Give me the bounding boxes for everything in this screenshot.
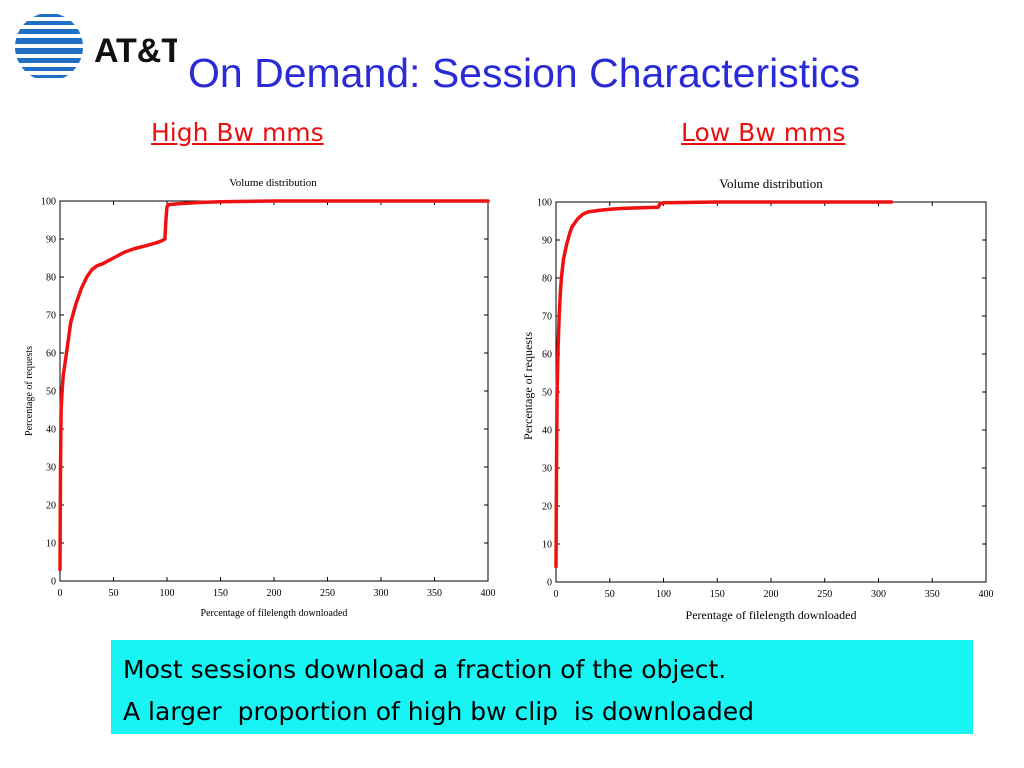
x-tick-label: 300	[374, 588, 389, 599]
x-tick-label: 350	[427, 588, 442, 599]
att-logo: AT&T	[15, 13, 177, 81]
chart-high-bw: Volume distribution 0 50 100 150 200 250 300 35…	[24, 177, 496, 619]
y-tick-label: 100	[537, 198, 552, 209]
x-tick-label: 250	[817, 589, 832, 600]
y-tick-label: 60	[46, 349, 56, 360]
x-tick-label: 200	[764, 589, 779, 600]
y-tick-label: 50	[542, 388, 552, 399]
y-tick-label: 40	[542, 426, 552, 437]
y-tick-label: 10	[542, 540, 552, 551]
y-axis-label: Percentage of requests	[521, 332, 535, 440]
x-tick-label: 100	[656, 589, 671, 600]
logo-text: AT&T	[94, 32, 177, 70]
chart-title: Volume distribution	[719, 176, 823, 191]
y-tick-label: 100	[41, 197, 56, 208]
y-tick-label: 90	[46, 235, 56, 246]
chart-subtitle-low-bw: Low Bw mms	[681, 118, 846, 147]
x-tick-label: 400	[481, 588, 496, 599]
y-tick-label: 80	[542, 274, 552, 285]
summary-note: Most sessions download a fraction of the…	[111, 640, 973, 734]
x-tick-label: 400	[979, 589, 994, 600]
x-tick-label: 250	[320, 588, 335, 599]
y-tick-label: 20	[542, 502, 552, 513]
x-tick-label: 0	[58, 588, 63, 599]
x-tick-label: 350	[925, 589, 940, 600]
summary-line-1: Most sessions download a fraction of the…	[123, 655, 727, 684]
chart-low-bw: Volume distribution 0 50 100 150 200 250 300 35…	[521, 176, 994, 622]
y-tick-label: 80	[46, 273, 56, 284]
y-tick-label: 30	[542, 464, 552, 475]
x-axis-label: Perentage of filelength downloaded	[686, 608, 857, 622]
y-axis-label: Percentage of requests	[24, 346, 35, 436]
x-tick-label: 100	[160, 588, 175, 599]
x-tick-label: 150	[710, 589, 725, 600]
plot-frame	[555, 201, 987, 583]
y-tick-label: 60	[542, 350, 552, 361]
x-tick-label: 150	[213, 588, 228, 599]
y-tick-label: 70	[46, 311, 56, 322]
y-tick-label: 90	[542, 236, 552, 247]
series-line-volume-distribution	[554, 200, 894, 569]
page-title: On Demand: Session Characteristics	[188, 50, 861, 96]
series-line-volume-distribution	[58, 199, 490, 572]
y-tick-label: 30	[46, 463, 56, 474]
y-tick-label: 20	[46, 501, 56, 512]
y-tick-label: 40	[46, 425, 56, 436]
chart-title: Volume distribution	[229, 177, 317, 189]
x-tick-label: 200	[267, 588, 282, 599]
y-tick-label: 10	[46, 539, 56, 550]
x-tick-label: 50	[109, 588, 119, 599]
x-tick-label: 50	[605, 589, 615, 600]
plot-frame	[59, 200, 489, 582]
x-axis-label: Percentage of filelength downloaded	[201, 608, 348, 619]
x-tick-label: 0	[554, 589, 559, 600]
y-tick-label: 50	[46, 387, 56, 398]
summary-line-2: A larger proportion of high bw clip is d…	[123, 697, 754, 726]
y-tick-label: 0	[51, 577, 56, 588]
y-tick-label: 70	[542, 312, 552, 323]
chart-subtitle-high-bw: High Bw mms	[151, 118, 324, 147]
x-tick-label: 300	[871, 589, 886, 600]
y-tick-label: 0	[547, 578, 552, 589]
